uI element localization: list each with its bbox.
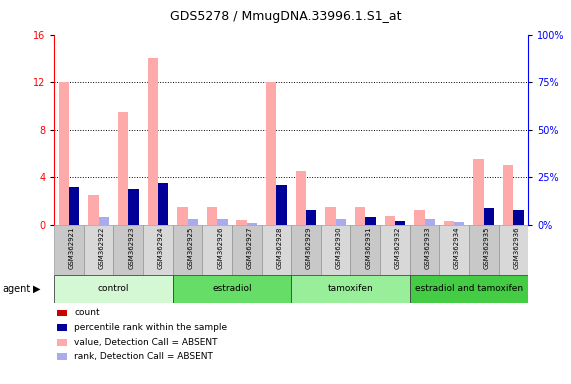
Bar — [84, 225, 114, 275]
Bar — [217, 219, 227, 225]
Bar — [99, 217, 109, 225]
Bar — [128, 189, 139, 225]
Bar — [291, 275, 410, 303]
Bar — [247, 223, 257, 225]
Bar — [454, 222, 464, 225]
Bar — [469, 225, 498, 275]
Text: GSM362933: GSM362933 — [424, 226, 431, 269]
Bar — [498, 225, 528, 275]
Bar — [266, 82, 276, 225]
Text: GSM362928: GSM362928 — [276, 226, 283, 269]
Bar — [384, 216, 395, 225]
Text: GSM362932: GSM362932 — [395, 226, 401, 269]
Text: GDS5278 / MmugDNA.33996.1.S1_at: GDS5278 / MmugDNA.33996.1.S1_at — [170, 10, 401, 23]
Text: value, Detection Call = ABSENT: value, Detection Call = ABSENT — [74, 338, 218, 347]
Bar — [424, 219, 435, 225]
Bar — [177, 207, 187, 225]
Bar — [89, 195, 99, 225]
Bar — [351, 225, 380, 275]
Bar — [276, 185, 287, 225]
Text: GSM362936: GSM362936 — [513, 226, 520, 269]
Bar — [355, 207, 365, 225]
Bar — [207, 207, 217, 225]
Bar — [202, 225, 232, 275]
Bar — [513, 210, 524, 225]
Bar — [473, 159, 484, 225]
Text: rank, Detection Call = ABSENT: rank, Detection Call = ABSENT — [74, 352, 213, 361]
Bar — [410, 225, 439, 275]
Bar — [291, 225, 321, 275]
Text: GSM362934: GSM362934 — [454, 226, 460, 269]
Text: GSM362925: GSM362925 — [187, 226, 194, 268]
Text: GSM362926: GSM362926 — [217, 226, 223, 269]
Bar — [172, 225, 202, 275]
Bar — [503, 165, 513, 225]
Bar — [444, 221, 454, 225]
Text: GSM362929: GSM362929 — [306, 226, 312, 269]
Bar — [232, 225, 262, 275]
Text: GSM362922: GSM362922 — [99, 226, 104, 268]
Text: agent: agent — [3, 284, 31, 294]
Bar — [114, 225, 143, 275]
Text: estradiol and tamoxifen: estradiol and tamoxifen — [415, 285, 523, 293]
Bar — [69, 187, 79, 225]
Text: GSM362923: GSM362923 — [128, 226, 134, 269]
Bar — [59, 82, 69, 225]
Text: ▶: ▶ — [33, 284, 41, 294]
Text: count: count — [74, 308, 100, 318]
Bar — [380, 225, 410, 275]
Text: estradiol: estradiol — [212, 285, 252, 293]
Bar — [143, 225, 172, 275]
Bar — [336, 219, 346, 225]
Bar — [414, 210, 424, 225]
Text: GSM362931: GSM362931 — [365, 226, 371, 269]
Bar — [262, 225, 291, 275]
Bar — [147, 58, 158, 225]
Bar — [439, 225, 469, 275]
Bar — [484, 207, 494, 225]
Bar — [158, 183, 168, 225]
Text: GSM362924: GSM362924 — [158, 226, 164, 268]
Text: percentile rank within the sample: percentile rank within the sample — [74, 323, 227, 332]
Bar — [187, 219, 198, 225]
Bar — [54, 225, 84, 275]
Bar — [296, 171, 306, 225]
Text: control: control — [98, 285, 129, 293]
Text: GSM362927: GSM362927 — [247, 226, 253, 269]
Bar — [236, 220, 247, 225]
Bar — [54, 275, 172, 303]
Bar — [118, 112, 128, 225]
Bar — [410, 275, 528, 303]
Bar — [172, 275, 291, 303]
Text: GSM362930: GSM362930 — [336, 226, 341, 269]
Bar — [395, 221, 405, 225]
Bar — [321, 225, 351, 275]
Text: GSM362921: GSM362921 — [69, 226, 75, 269]
Bar — [365, 217, 376, 225]
Bar — [325, 207, 336, 225]
Bar — [306, 210, 316, 225]
Text: GSM362935: GSM362935 — [484, 226, 490, 269]
Text: tamoxifen: tamoxifen — [328, 285, 373, 293]
